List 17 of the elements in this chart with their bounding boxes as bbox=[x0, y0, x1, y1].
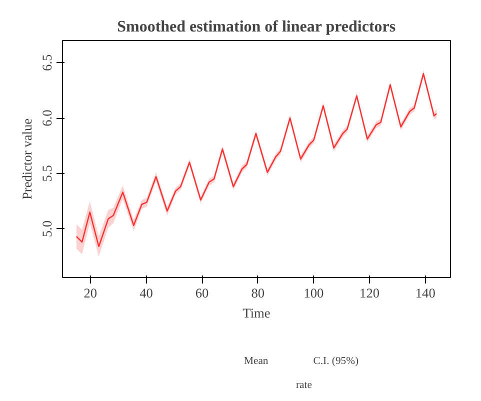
text: rate bbox=[296, 380, 313, 390]
text: Mean bbox=[244, 356, 268, 366]
y-axis-title: Predictor value bbox=[20, 118, 34, 200]
x-axis-title: Time bbox=[242, 306, 270, 320]
text: C.I. (95%) bbox=[313, 356, 359, 366]
x-tick-label: 120 bbox=[360, 286, 380, 300]
x-tick-label: 40 bbox=[140, 286, 154, 300]
chart-title: Smoothed estimation of linear predictors bbox=[117, 18, 396, 36]
y-tick-label: 5.0 bbox=[40, 220, 54, 238]
x-tick-label: 60 bbox=[195, 286, 210, 300]
y-tick-label: 6.0 bbox=[40, 109, 54, 126]
x-tick-label: 80 bbox=[251, 286, 265, 300]
x-tick-label: 100 bbox=[304, 286, 324, 300]
x-tick-label: 20 bbox=[84, 286, 98, 300]
x-tick-label: 140 bbox=[415, 286, 436, 300]
y-tick-label: 5.5 bbox=[40, 164, 54, 182]
y-tick-label: 6.5 bbox=[40, 54, 54, 71]
